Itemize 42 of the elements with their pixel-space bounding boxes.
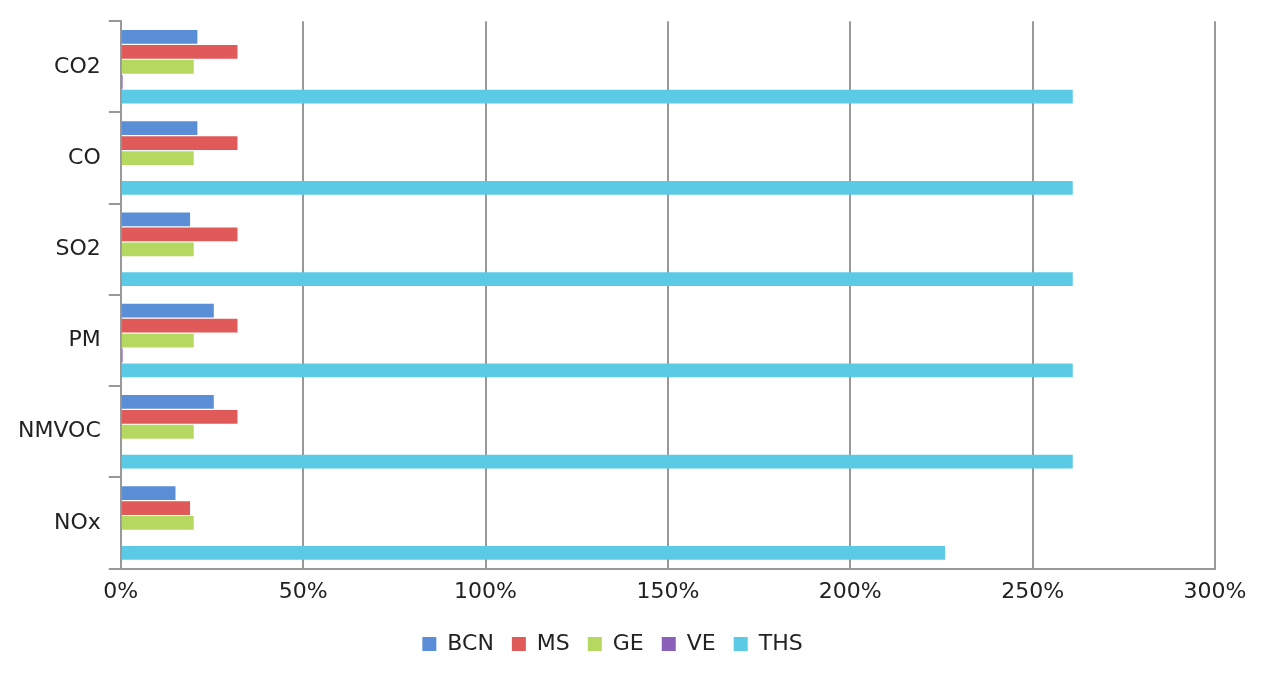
bar [121,546,946,560]
legend-label: THS [757,629,803,655]
bar [121,272,1073,287]
bar [121,486,176,500]
y-tick-label: NOx [53,508,101,534]
bar [121,59,194,74]
bar [121,227,238,242]
bar [121,89,1073,104]
y-tick-label: CO [68,143,101,169]
legend-label: GE [612,629,644,655]
legend-label: MS [536,629,570,655]
x-tick-label: 0% [103,577,139,603]
bar [121,318,238,333]
x-tick-label: 250% [1001,577,1065,603]
legend-label: VE [686,629,716,655]
x-tick-label: 50% [278,577,328,603]
y-tick-label: PM [68,326,101,352]
y-tick-label: SO2 [55,235,101,260]
bar [121,151,194,165]
bar [121,44,238,59]
x-tick-label: 300% [1183,577,1247,603]
y-tick-label: NMVOC [18,417,101,443]
bar [121,30,198,44]
bar [121,454,1073,469]
bar [121,303,214,318]
bar [121,242,194,257]
bar [121,516,194,530]
bar [121,136,238,150]
x-tick-label: 150% [636,577,700,603]
x-tick-label: 100% [454,577,517,603]
bar [121,212,191,227]
bar [121,363,1073,378]
bar [121,333,194,348]
bar [121,501,191,515]
bar [121,394,214,409]
bar [121,181,1073,195]
bar [121,409,238,424]
x-tick-label: 200% [818,577,882,603]
bar [121,121,198,136]
legend-label: BCN [447,629,494,655]
bar [121,424,194,439]
y-tick-label: CO2 [54,52,101,78]
